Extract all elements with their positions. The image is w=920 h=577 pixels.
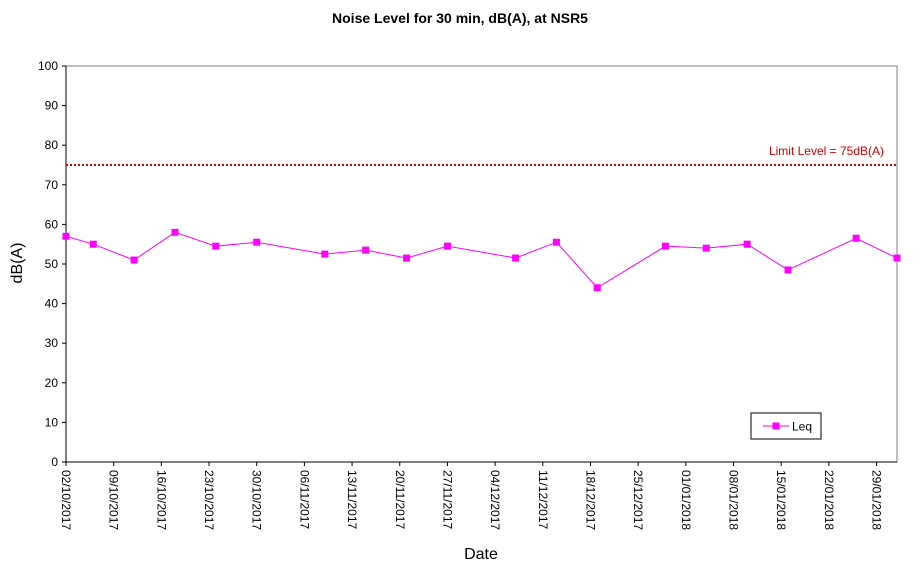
y-tick-label: 40 [45,297,59,311]
data-point [552,238,560,246]
data-point [743,240,751,248]
x-tick-label: 06/11/2017 [297,470,311,529]
limit-line-label: Limit Level = 75dB(A) [769,144,884,158]
x-axis-label: Date [464,546,498,563]
x-tick-label: 20/11/2017 [393,470,407,529]
x-tick-label: 15/01/2018 [774,470,788,530]
y-tick-label: 30 [45,336,59,350]
y-tick-label: 80 [45,138,59,152]
chart-title: Noise Level for 30 min, dB(A), at NSR5 [332,10,588,26]
x-tick-label: 23/10/2017 [202,470,216,530]
x-tick-label: 16/10/2017 [154,470,168,530]
data-point [784,266,792,274]
data-point [171,228,179,236]
y-tick-label: 60 [45,217,59,231]
x-tick-label: 01/01/2018 [679,470,693,530]
data-point [212,242,220,250]
data-point [661,242,669,250]
data-point [443,242,451,250]
plot-area-frame [65,65,898,463]
data-point [512,254,520,262]
y-tick-label: 90 [45,99,59,113]
y-tick-label: 70 [45,178,59,192]
data-point [62,232,70,240]
x-tick-label: 02/10/2017 [59,470,73,530]
data-point [702,244,710,252]
x-tick-label: 13/11/2017 [345,470,359,529]
x-tick-label: 08/01/2018 [727,470,741,530]
data-point [403,254,411,262]
y-tick-label: 10 [45,415,59,429]
x-tick-label: 25/12/2017 [631,470,645,530]
y-tick-label: 20 [45,376,59,390]
x-tick-label: 11/12/2017 [536,470,550,529]
data-point [893,254,901,262]
y-tick-label: 50 [45,257,59,271]
data-point [253,238,261,246]
data-point [593,284,601,292]
x-tick-label: 29/01/2018 [870,470,884,530]
x-tick-label: 04/12/2017 [488,470,502,530]
series-line [65,231,898,289]
x-tick-label: 27/11/2017 [440,470,454,529]
data-point [89,240,97,248]
x-tick-label: 22/01/2018 [822,470,836,530]
x-tick-label: 30/10/2017 [250,470,264,530]
y-axis-label: dB(A) [9,242,26,284]
legend-label: Leq [792,420,812,434]
x-tick-label: 18/12/2017 [583,470,597,530]
y-tick-label: 0 [51,455,58,469]
data-point [852,234,860,242]
x-tick-label: 09/10/2017 [107,470,121,530]
data-point [362,246,370,254]
y-tick-label: 100 [38,59,58,73]
data-point [130,256,138,264]
legend-marker [772,422,780,430]
data-point [321,250,329,258]
